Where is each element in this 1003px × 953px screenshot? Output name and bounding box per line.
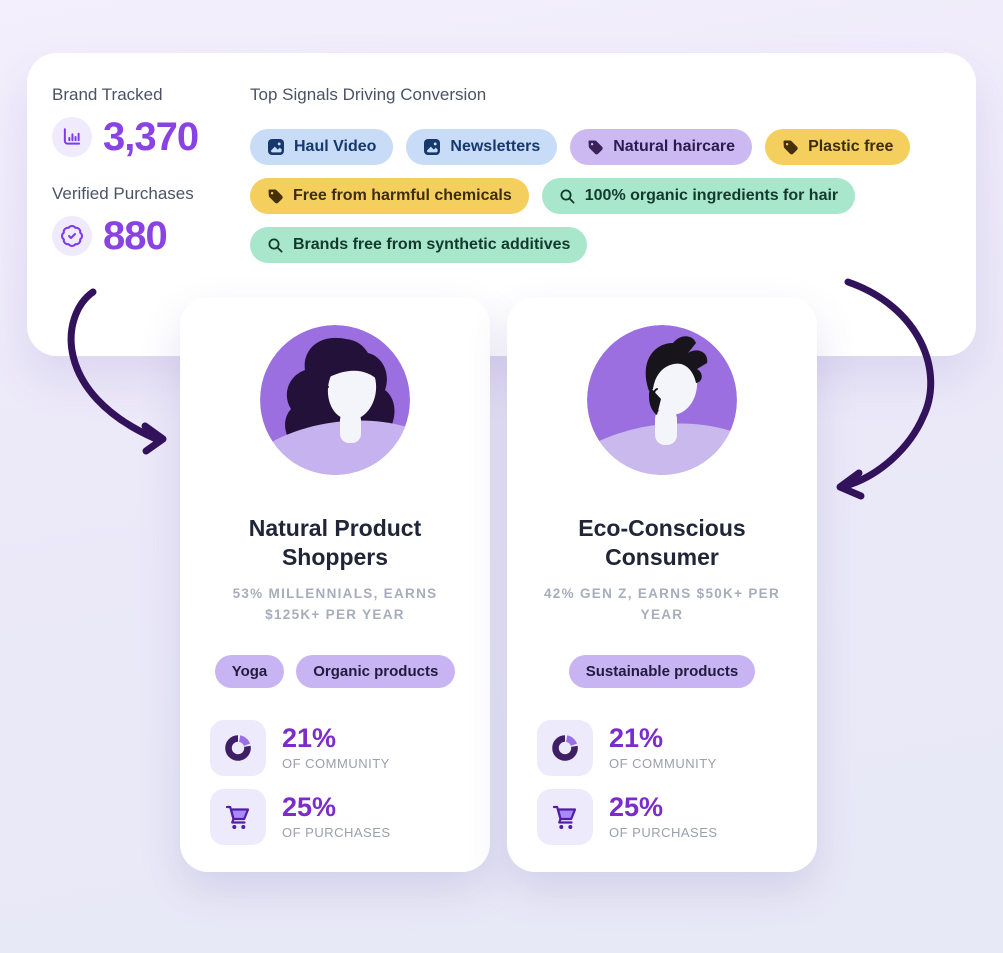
persona-demographics: 42% GEN Z, EARNS $50K+ PER YEAR — [544, 585, 780, 623]
persona-card-natural-product-shoppers: Natural Product Shoppers 53% MILLENNIALS… — [180, 297, 490, 872]
stat-value: 21% — [609, 722, 664, 753]
persona-card-eco-conscious-consumer: Eco-Conscious Consumer 42% GEN Z, EARNS … — [507, 297, 817, 872]
interest-tag-yoga[interactable]: Yoga — [214, 654, 285, 688]
tag-icon — [268, 189, 283, 203]
stat-row-community: 21% OF COMMUNITY — [210, 719, 460, 776]
interest-tags: Yoga Organic products — [214, 654, 456, 688]
metric-row: 880 — [52, 213, 198, 259]
donut-chart-icon — [210, 719, 266, 776]
tag-icon — [783, 140, 798, 154]
signal-tag-natural-haircare[interactable]: Natural haircare — [570, 129, 753, 165]
image-icon — [424, 139, 441, 155]
metric-label: Verified Purchases — [52, 184, 194, 203]
brand-tracked-value: 3,370 — [103, 114, 199, 159]
signal-tag-label: 100% organic ingredients for hair — [584, 187, 839, 204]
donut-chart-icon — [537, 719, 593, 776]
image-icon — [268, 139, 284, 155]
summary-card: Brand Tracked 3,370 Verified Purchases 8… — [27, 53, 976, 356]
shopping-cart-icon — [537, 788, 593, 845]
signal-tag-label: Haul Video — [294, 138, 377, 155]
signal-tag-label: Newsletters — [450, 138, 541, 155]
signal-tag-label: Brands free from synthetic additives — [293, 236, 571, 253]
persona-stats: 21% OF COMMUNITY 25% OF PURCHASES — [537, 719, 787, 845]
stat-row-purchases: 25% OF PURCHASES — [537, 788, 787, 845]
persona-name: Natural Product Shoppers — [248, 515, 422, 571]
signal-tag-label: Natural haircare — [613, 138, 736, 155]
signal-tag-haul-video[interactable]: Haul Video — [250, 129, 394, 165]
metric-label: Brand Tracked — [52, 85, 163, 104]
signal-tag-organic-ingredients[interactable]: 100% organic ingredients for hair — [541, 178, 856, 214]
signal-tag-label: Plastic free — [808, 138, 894, 155]
stat-label: OF PURCHASES — [609, 825, 718, 841]
persona-demographics: 53% MILLENNIALS, EARNS $125K+ PER YEAR — [232, 585, 438, 623]
signal-tag-label: Free from harmful chemicals — [293, 187, 512, 204]
bar-chart-icon — [52, 117, 92, 157]
signal-tag-synthetic-additives[interactable]: Brands free from synthetic additives — [250, 227, 588, 263]
signal-tag-list: Haul Video Newsletters Natural haircare — [250, 129, 972, 263]
stat-label: OF COMMUNITY — [282, 756, 390, 772]
stat-row-community: 21% OF COMMUNITY — [537, 719, 787, 776]
persona-stats: 21% OF COMMUNITY 25% OF PURCHASES — [210, 719, 460, 845]
search-icon — [268, 238, 283, 252]
stat-value: 25% — [282, 791, 337, 822]
signal-tag-free-from-harmful-chemicals[interactable]: Free from harmful chemicals — [250, 178, 529, 214]
interest-tag-sustainable-products[interactable]: Sustainable products — [568, 654, 756, 688]
stat-row-purchases: 25% OF PURCHASES — [210, 788, 460, 845]
stat-label: OF PURCHASES — [282, 825, 391, 841]
signal-tag-plastic-free[interactable]: Plastic free — [765, 129, 911, 165]
shopping-cart-icon — [210, 788, 266, 845]
stat-label: OF COMMUNITY — [609, 756, 717, 772]
verified-badge-icon — [52, 216, 92, 256]
tag-icon — [588, 140, 603, 154]
signal-tag-newsletters[interactable]: Newsletters — [406, 129, 558, 165]
signals-title: Top Signals Driving Conversion — [250, 85, 487, 104]
persona-name: Eco-Conscious Consumer — [578, 515, 746, 571]
interest-tags: Sustainable products — [568, 654, 756, 688]
interest-tag-organic-products[interactable]: Organic products — [296, 654, 456, 688]
stat-value: 21% — [282, 722, 337, 753]
metric-row: 3,370 — [52, 114, 199, 160]
verified-purchases-value: 880 — [103, 213, 168, 258]
avatar-male-illustration — [587, 325, 737, 475]
search-icon — [560, 189, 575, 203]
avatar-female-illustration — [260, 325, 410, 475]
metrics-panel: Brand Tracked 3,370 Verified Purchases 8… — [52, 85, 199, 259]
signals-panel: Top Signals Driving Conversion Haul Vide… — [250, 85, 972, 263]
stat-value: 25% — [609, 791, 664, 822]
